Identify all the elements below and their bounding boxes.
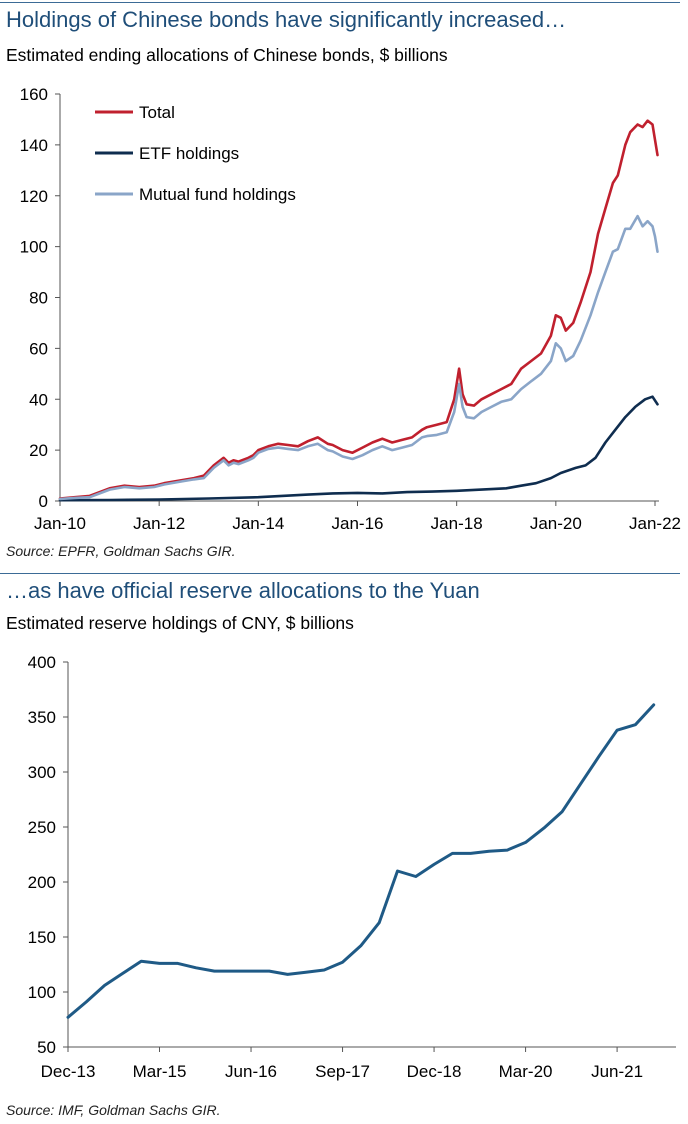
y-tick-label: 80 [29,289,48,308]
y-tick-label: 250 [28,818,56,837]
y-tick-label: 160 [20,85,48,104]
legend-label: ETF holdings [139,144,239,163]
series-line [66,703,656,1019]
y-tick-label: 40 [29,390,48,409]
y-tick-label: 50 [37,1038,56,1057]
x-tick-label: Jan-18 [431,514,483,533]
y-tick-label: 100 [28,983,56,1002]
y-tick-label: 120 [20,187,48,206]
y-tick-label: 20 [29,441,48,460]
legend-label: Total [139,103,175,122]
chart-title: Holdings of Chinese bonds have significa… [6,7,567,32]
x-tick-label: Mar-20 [499,1062,553,1081]
x-tick-label: Jan-22 [629,514,681,533]
chart-panel-reserves: …as have official reserve allocations to… [0,570,688,1124]
y-tick-label: 140 [20,136,48,155]
chart-panel-bonds: Holdings of Chinese bonds have significa… [0,2,681,559]
y-tick-label: 150 [28,928,56,947]
x-tick-label: Jun-16 [225,1062,277,1081]
x-tick-label: Dec-18 [407,1062,462,1081]
x-tick-label: Jan-14 [232,514,284,533]
chart-subtitle: Estimated reserve holdings of CNY, $ bil… [6,613,354,633]
x-tick-label: Jan-10 [34,514,86,533]
x-tick-label: Sep-17 [315,1062,370,1081]
y-tick-label: 0 [39,492,48,511]
total-line [58,119,659,500]
y-tick-label: 100 [20,238,48,257]
x-tick-label: Jan-16 [332,514,384,533]
chart-source: Source: EPFR, Goldman Sachs GIR. [6,543,236,559]
title-rule [0,2,680,3]
x-tick-label: Jan-12 [133,514,185,533]
chart-title: …as have official reserve allocations to… [6,578,480,603]
etf-holdings-line [58,395,659,502]
y-tick-label: 400 [28,653,56,672]
y-tick-label: 300 [28,763,56,782]
mutual-fund-holdings-line [58,214,659,501]
x-tick-label: Dec-13 [41,1062,96,1081]
reserve-holdings-chart: 50 100 150 200 250 300 350 400 Dec-13 Mar-15 Jun-1… [28,653,676,1081]
x-tick-label: Jan-20 [530,514,582,533]
title-rule [0,573,680,574]
chart-source: Source: IMF, Goldman Sachs GIR. [6,1102,221,1118]
y-tick-label: 200 [28,873,56,892]
x-tick-label: Mar-15 [133,1062,187,1081]
legend-label: Mutual fund holdings [139,185,296,204]
chart-subtitle: Estimated ending allocations of Chinese … [6,45,448,65]
y-tick-label: 350 [28,708,56,727]
bond-holdings-chart: 0 20 40 60 80 100 120 140 160 Jan-10 Jan-12 Jan-14 J… [20,85,681,533]
x-tick-label: Jun-21 [591,1062,643,1081]
y-tick-label: 60 [29,339,48,358]
